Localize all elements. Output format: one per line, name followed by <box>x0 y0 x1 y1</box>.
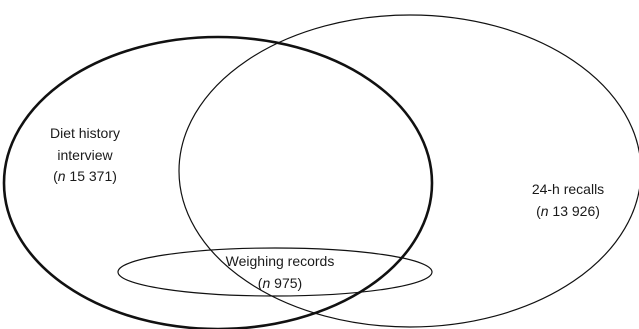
diet-history-n-value: 15 371 <box>69 168 112 184</box>
weighing-count: (n 975) <box>258 275 302 291</box>
set-weighing-records-label: Weighing records (n 975) <box>226 253 335 291</box>
weighing-n-prefix: n <box>262 275 270 291</box>
recalls-label-line1: 24-h recalls <box>532 181 604 197</box>
recalls-n-value: 13 926 <box>552 203 595 219</box>
set-24h-recalls-label: 24-h recalls (n 13 926) <box>532 181 604 219</box>
recalls-n-prefix: n <box>541 203 549 219</box>
set-diet-history-label: Diet history interview (n 15 371) <box>50 125 120 184</box>
diet-history-n-prefix: n <box>58 168 66 184</box>
set-24h-recalls-ellipse <box>178 14 639 328</box>
set-weighing-records-ellipse <box>117 247 433 297</box>
diet-history-count: (n 15 371) <box>53 168 117 184</box>
weighing-n-value: 975 <box>274 275 298 291</box>
weighing-label-line1: Weighing records <box>226 253 335 269</box>
set-diet-history-ellipse <box>2 35 434 329</box>
diet-history-label-line2: interview <box>57 147 113 163</box>
recalls-count: (n 13 926) <box>536 203 600 219</box>
diet-history-label-line1: Diet history <box>50 125 120 141</box>
